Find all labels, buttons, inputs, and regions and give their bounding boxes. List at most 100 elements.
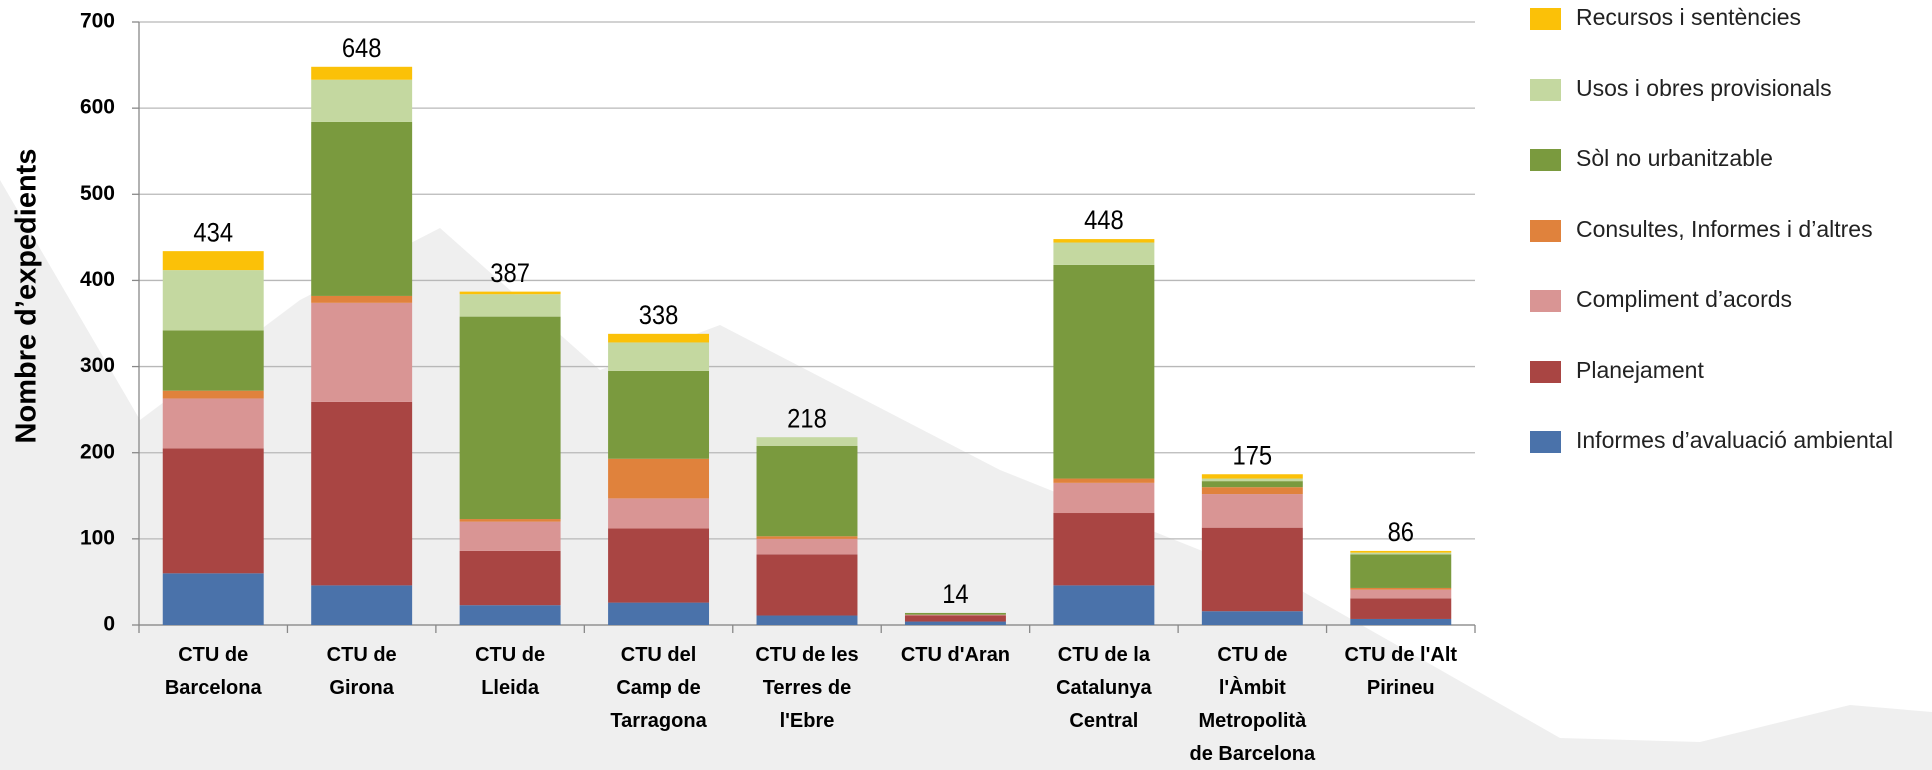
legend-swatch [1530,219,1561,242]
bar-segment [756,538,858,555]
bar-segment [162,251,264,271]
bar-segment [1053,264,1155,479]
bar-segment [1201,478,1303,482]
y-axis-title: Nombre d’expedients [11,149,43,444]
bar-segment [1350,598,1452,619]
bar-segment [162,573,264,625]
bar-segment [608,528,710,603]
bar-segment [311,121,413,296]
bar-segment [162,330,264,391]
legend-swatch [1530,290,1561,312]
bar-segment [1350,552,1452,555]
total-label: 648 [342,34,382,64]
bar-segment [1201,474,1303,479]
bar-segment [904,615,1006,622]
legend-label: Consultes, Informes i d’altres [1576,215,1873,242]
legend-swatch [1530,78,1561,101]
legend-item: Recursos i sentències [1530,4,1926,33]
legend-label: Informes d’avaluació ambiental [1576,427,1894,453]
bar-segment [311,295,413,303]
bar-segment [1053,513,1155,586]
bar-segment [756,445,858,537]
bar-segment [1053,478,1155,483]
y-tick-label: 300 [80,354,115,377]
y-tick-label: 200 [80,440,115,463]
bar-segment [904,612,1006,615]
bar-segment [608,333,710,343]
bar-segment [1201,611,1303,625]
bar-segment [459,519,561,522]
bar-segment [1350,587,1452,590]
bar-segment [1201,527,1303,612]
bar-segment [608,370,710,459]
x-tick-label: CTU de l'Àmbit Metropolità de Barcelona [1189,644,1316,765]
bar-segment [756,437,858,446]
legend-label: Compliment d’acords [1576,286,1793,312]
y-tick-label: 500 [80,182,115,205]
bar-segment [311,79,413,122]
background-shape [0,180,1932,770]
total-label: 218 [787,404,827,434]
bar-segment [1053,482,1155,514]
bar-segment [1350,550,1452,553]
legend-swatch [1530,8,1561,30]
x-tick-label: CTU de Barcelona [164,644,262,699]
bar-segment [459,291,561,295]
bar-segment [162,390,264,399]
legend-label: Usos i obres provisionals [1576,74,1832,101]
x-tick-label: CTU del Camp de Tarragona [610,644,707,732]
bar-segment [608,498,710,529]
bar-segment [311,302,413,402]
bar-segment [459,550,561,606]
bar-segment [311,66,413,80]
bar-segment [459,294,561,317]
total-label: 86 [1388,518,1414,548]
x-tick-label: CTU de Girona [326,644,397,699]
legend-swatch [1530,360,1561,383]
y-tick-label: 700 [80,10,115,33]
total-label: 387 [490,258,530,288]
legend-label: Recursos i sentències [1576,4,1801,30]
legend-item: Usos i obres provisionals [1530,75,1926,104]
bar-segment [1053,239,1155,243]
bar-segment [904,621,1006,625]
legend-item: Informes d’avaluació ambiental [1530,427,1926,456]
bar-segment [756,536,858,539]
total-label: 175 [1233,441,1273,471]
y-tick-label: 600 [80,96,115,119]
bar-segment [162,398,264,449]
bar-segment [311,585,413,625]
x-tick-label: CTU de Lleida [475,644,546,699]
bar-segment [162,270,264,331]
bar-segment [1201,494,1303,528]
y-tick-label: 0 [103,613,115,636]
legend-item: Planejament [1530,357,1926,386]
bar-segment [459,521,561,551]
total-label: 14 [942,580,968,610]
bar-segment [1201,481,1303,488]
bar-segment [459,316,561,520]
bar-segment [904,614,1006,616]
bar-segment [1201,487,1303,495]
bar-segment [608,458,710,499]
bar-segment [162,448,264,574]
bar-segment [1053,585,1155,625]
bar-segment [1350,589,1452,599]
x-tick-label: CTU de la Catalunya Central [1056,644,1152,732]
legend-label: Planejament [1576,356,1704,383]
bar-segment [1350,618,1452,625]
y-tick-label: 400 [80,268,115,291]
y-tick-label: 100 [80,526,115,549]
legend-swatch [1530,431,1561,453]
x-tick-label: CTU d'Aran [900,644,1011,666]
bar-segment [608,342,710,371]
bar-segment [608,602,710,625]
legend-item: Consultes, Informes i d’altres [1530,216,1926,245]
bar-segment [1053,242,1155,265]
total-label: 448 [1084,206,1124,236]
x-tick-label: CTU de l'Alt Pirineu [1344,644,1458,699]
legend-swatch [1530,149,1561,171]
total-label: 338 [639,301,679,331]
